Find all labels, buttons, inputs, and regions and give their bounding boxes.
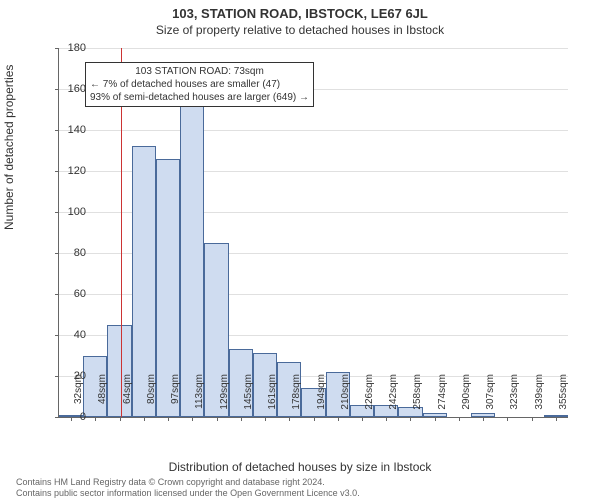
xtick-label: 161sqm bbox=[267, 374, 278, 424]
footer-attribution: Contains HM Land Registry data © Crown c… bbox=[16, 477, 360, 499]
xtick-mark bbox=[265, 417, 266, 421]
ytick-label: 60 bbox=[56, 288, 86, 300]
footer-line-1: Contains HM Land Registry data © Crown c… bbox=[16, 477, 360, 488]
xtick-mark bbox=[338, 417, 339, 421]
xtick-label: 48sqm bbox=[97, 374, 108, 424]
xtick-label: 242sqm bbox=[388, 374, 399, 424]
xtick-mark bbox=[532, 417, 533, 421]
xtick-label: 323sqm bbox=[509, 374, 520, 424]
xtick-label: 339sqm bbox=[534, 374, 545, 424]
xtick-label: 274sqm bbox=[437, 374, 448, 424]
xtick-label: 178sqm bbox=[291, 374, 302, 424]
annotation-line-1: 103 STATION ROAD: 73sqm bbox=[90, 65, 309, 78]
xtick-label: 32sqm bbox=[73, 374, 84, 424]
xtick-mark bbox=[435, 417, 436, 421]
ytick-label: 40 bbox=[56, 329, 86, 341]
xtick-mark bbox=[314, 417, 315, 421]
gridline bbox=[59, 48, 568, 49]
xtick-mark bbox=[144, 417, 145, 421]
page-subtitle: Size of property relative to detached ho… bbox=[0, 21, 600, 37]
ytick-label: 100 bbox=[56, 206, 86, 218]
xtick-label: 194sqm bbox=[316, 374, 327, 424]
xtick-mark bbox=[483, 417, 484, 421]
xtick-label: 80sqm bbox=[146, 374, 157, 424]
y-axis-title: Number of detached properties bbox=[2, 65, 16, 230]
ytick-label: 140 bbox=[56, 124, 86, 136]
xtick-label: 97sqm bbox=[170, 374, 181, 424]
ytick-label: 120 bbox=[56, 165, 86, 177]
footer-line-2: Contains public sector information licen… bbox=[16, 488, 360, 499]
xtick-mark bbox=[556, 417, 557, 421]
xtick-label: 258sqm bbox=[412, 374, 423, 424]
xtick-mark bbox=[217, 417, 218, 421]
xtick-mark bbox=[241, 417, 242, 421]
xtick-label: 355sqm bbox=[558, 374, 569, 424]
histogram-chart: 103 STATION ROAD: 73sqm← 7% of detached … bbox=[58, 48, 568, 418]
xtick-mark bbox=[362, 417, 363, 421]
ytick-label: 80 bbox=[56, 247, 86, 259]
annotation-line-3: 93% of semi-detached houses are larger (… bbox=[90, 91, 309, 104]
page-title: 103, STATION ROAD, IBSTOCK, LE67 6JL bbox=[0, 0, 600, 21]
xtick-label: 307sqm bbox=[485, 374, 496, 424]
xtick-label: 129sqm bbox=[219, 374, 230, 424]
xtick-mark bbox=[459, 417, 460, 421]
xtick-mark bbox=[168, 417, 169, 421]
xtick-label: 210sqm bbox=[340, 374, 351, 424]
xtick-label: 64sqm bbox=[122, 374, 133, 424]
xtick-label: 145sqm bbox=[243, 374, 254, 424]
ytick-label: 180 bbox=[56, 42, 86, 54]
histogram-bar bbox=[180, 99, 204, 417]
xtick-label: 113sqm bbox=[194, 374, 205, 424]
annotation-line-2: ← 7% of detached houses are smaller (47) bbox=[90, 78, 309, 91]
xtick-label: 290sqm bbox=[461, 374, 472, 424]
annotation-box: 103 STATION ROAD: 73sqm← 7% of detached … bbox=[85, 62, 314, 107]
gridline bbox=[59, 130, 568, 131]
xtick-label: 226sqm bbox=[364, 374, 375, 424]
x-axis-title: Distribution of detached houses by size … bbox=[0, 460, 600, 474]
ytick-label: 160 bbox=[56, 83, 86, 95]
xtick-mark bbox=[120, 417, 121, 421]
